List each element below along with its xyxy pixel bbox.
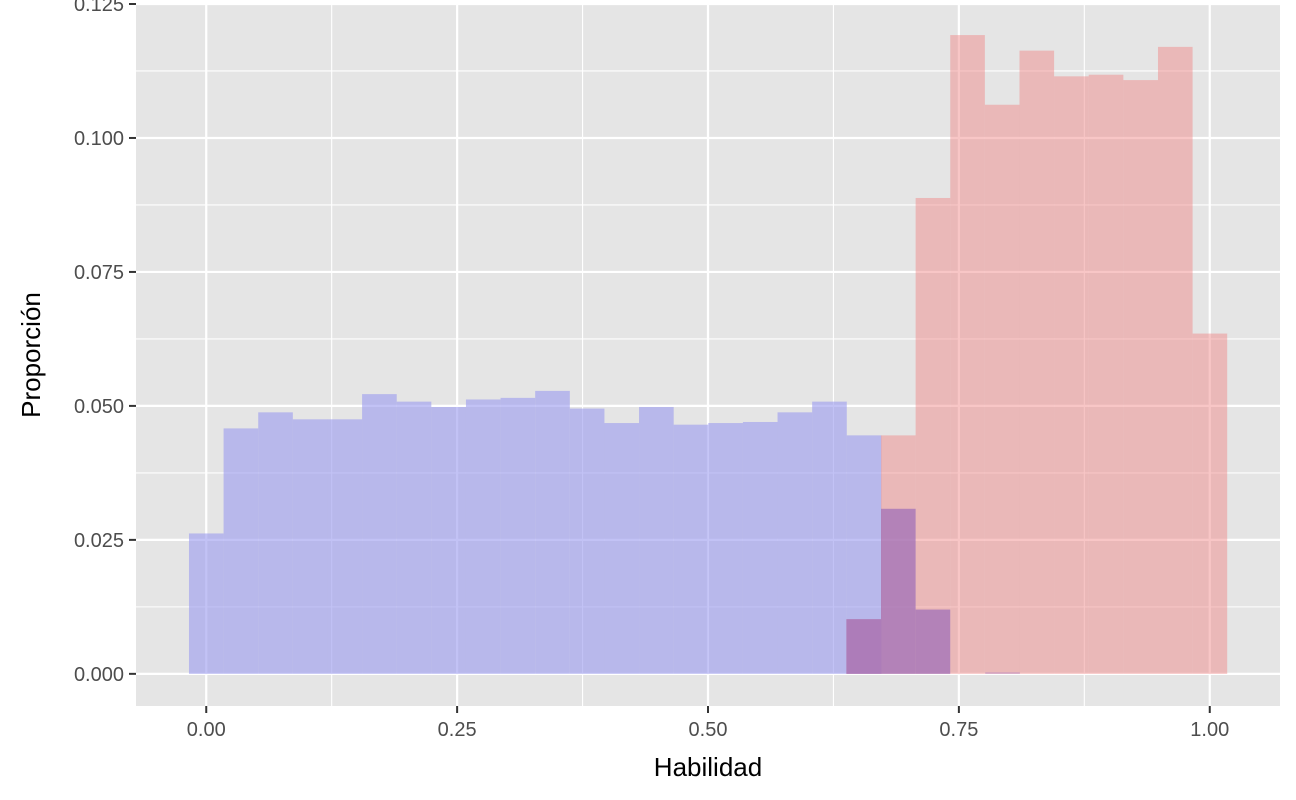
histogram-bar-series-1 — [223, 428, 259, 674]
histogram-bar-series-1 — [673, 424, 709, 674]
histogram-bar-series-1 — [535, 390, 570, 674]
histogram-bar-series-1 — [292, 419, 328, 674]
histogram-bar-series-1 — [639, 406, 674, 674]
histogram-bars — [188, 35, 1228, 674]
y-tick-label: 0.075 — [74, 262, 124, 284]
y-tick-label: 0.000 — [74, 664, 124, 686]
histogram-bar-series-2 — [1192, 333, 1228, 674]
histogram-bar-series-1 — [188, 533, 224, 674]
histogram-bar-series-1 — [604, 423, 640, 674]
histogram-bar-series-1 — [396, 401, 432, 674]
histogram-bar-series-1 — [569, 408, 605, 674]
histogram-bar-series-1 — [362, 394, 397, 674]
histogram-bar-series-2 — [950, 35, 985, 674]
x-tick-label: 0.00 — [187, 719, 226, 741]
histogram-bar-series-2 — [1123, 80, 1158, 674]
histogram-bar-series-1 — [985, 672, 1020, 674]
y-tick-label: 0.125 — [74, 0, 124, 16]
histogram-bar-series-1 — [708, 423, 743, 674]
histogram-bar-series-1 — [777, 412, 813, 674]
histogram-bar-series-2 — [1088, 74, 1124, 674]
histogram-bar-series-2 — [984, 104, 1020, 674]
x-axis-title: Habilidad — [654, 752, 762, 782]
histogram-bar-series-3 — [915, 609, 951, 674]
y-tick-label: 0.025 — [74, 530, 124, 552]
y-tick-labels: 0.000 0.025 0.050 0.075 0.100 0.125 — [74, 0, 124, 686]
x-tick-label: 0.75 — [939, 719, 978, 741]
histogram-bar-series-1 — [431, 406, 466, 674]
x-tick-label: 0.25 — [438, 719, 477, 741]
histogram-bar-series-2 — [1157, 46, 1193, 674]
histogram-bar-series-3 — [846, 619, 882, 674]
y-tick-label: 0.100 — [74, 128, 124, 150]
histogram-bar-series-1 — [812, 401, 847, 674]
histogram-bar-series-1 — [500, 397, 536, 674]
histogram-bar-series-2 — [1054, 76, 1089, 674]
histogram-bar-series-1 — [258, 412, 293, 674]
histogram-bar-series-1 — [742, 421, 778, 674]
histogram-bar-series-2 — [915, 197, 951, 674]
axis-ticks — [129, 3, 1211, 713]
histogram-bar-series-1 — [465, 399, 501, 674]
histogram-bar-series-1 — [327, 419, 363, 674]
histogram-bar-series-3 — [881, 508, 916, 674]
x-tick-label: 1.00 — [1190, 719, 1229, 741]
y-tick-label: 0.050 — [74, 396, 124, 418]
histogram-bar-series-2 — [1019, 50, 1055, 674]
x-tick-label: 0.50 — [689, 719, 728, 741]
y-axis-title: Proporción — [16, 292, 46, 418]
x-tick-labels: 0.00 0.25 0.50 0.75 1.00 — [187, 719, 1229, 741]
